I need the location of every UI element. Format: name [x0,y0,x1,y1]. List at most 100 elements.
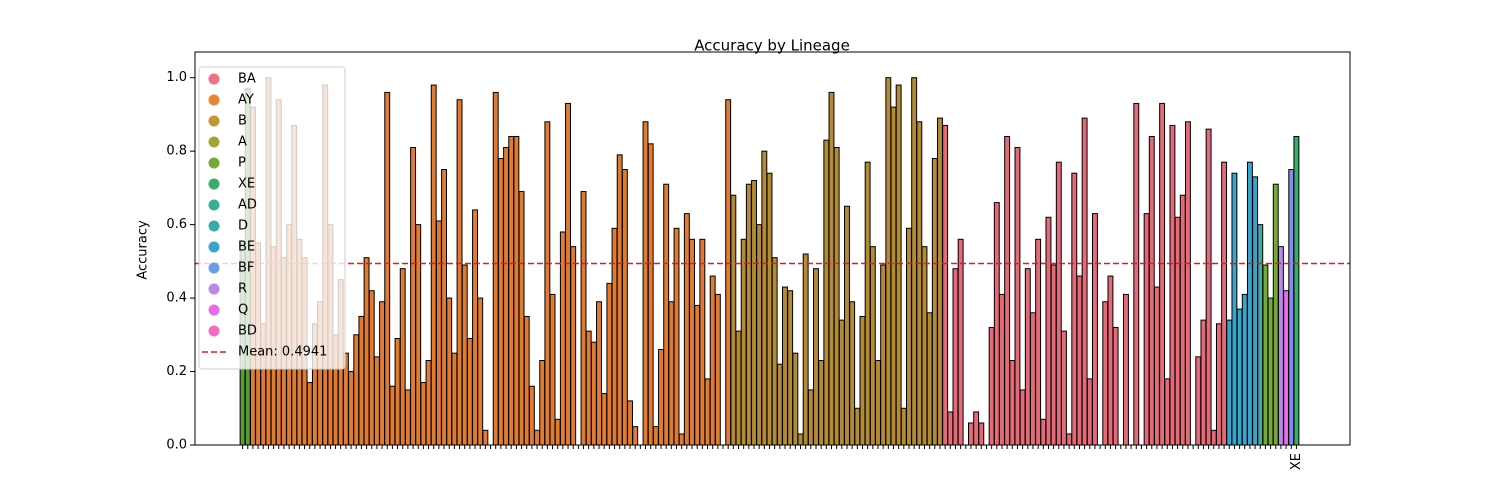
bar [472,209,479,446]
bar [1195,356,1202,446]
x-tick-label: XE [1289,453,1304,470]
y-tick-label: 0.8 [166,144,187,159]
bar [523,315,530,446]
bar [1283,290,1290,446]
bar [921,246,928,446]
bar [513,135,520,446]
bar [1169,124,1176,446]
bar [585,330,592,446]
bar [952,268,959,446]
bar [580,191,587,446]
legend-marker [208,136,220,148]
bar [518,191,525,446]
legend-label: A [238,135,247,150]
legend-label: BA [238,72,256,87]
y-axis-label: Accuracy [136,220,151,280]
bar [890,106,897,446]
legend-marker [208,73,220,85]
bar [492,91,499,446]
bar [503,146,509,446]
bar [534,429,540,446]
bar [1004,135,1011,446]
bar [410,146,417,446]
bar [787,290,794,446]
bar [565,102,571,446]
legend-label: BD [238,324,257,339]
legend-marker [208,304,220,316]
bar [864,161,871,446]
bar [973,411,980,446]
bar [1210,429,1217,446]
bar [735,330,742,446]
bar [937,117,943,446]
legend-label: R [238,282,247,297]
bar [756,224,763,446]
bar [497,158,504,446]
bar [1179,194,1186,446]
bar [745,183,752,446]
legend-marker [208,115,220,127]
bar [399,268,406,446]
bar [632,426,639,446]
y-tick-label: 1.0 [166,70,187,85]
bar [1267,297,1274,446]
bar [642,121,649,446]
bar [616,154,623,446]
legend-marker [208,283,220,295]
bar [404,389,411,446]
bar [379,301,386,446]
bar [683,213,690,446]
bar [926,312,933,446]
bar [652,426,659,446]
bar [554,418,561,446]
bar [1174,216,1181,446]
bar [663,183,670,446]
bar [441,169,448,446]
bar [1226,319,1233,446]
bar [751,180,757,446]
bar [1086,378,1093,446]
bar [425,360,432,446]
legend-marker [208,157,220,169]
bar [596,301,602,446]
bar [539,360,546,446]
bar [823,139,830,446]
bar [508,135,515,446]
bar [1159,102,1166,446]
bar [776,363,783,446]
bar [942,124,949,446]
bar [869,246,876,446]
bar [725,99,732,446]
bar [818,360,825,446]
bar [931,158,938,446]
legend-label: Q [238,303,248,318]
bar [446,297,453,446]
bar [1184,121,1191,446]
bar [627,400,633,446]
bar [906,227,912,446]
bar [606,282,613,446]
chart-title: Accuracy by Lineage [694,37,850,55]
legend-marker [208,262,220,274]
bar [1205,128,1212,446]
bar [1133,102,1140,446]
bar [601,393,608,446]
bar [678,433,685,446]
bar [1055,161,1062,446]
bar [1252,176,1259,446]
bar [384,91,391,446]
bar [570,246,577,446]
bar [689,238,695,446]
bar [802,253,809,446]
bar [1081,117,1088,446]
bar [699,238,706,446]
bar [1066,433,1073,446]
bar [1164,378,1171,446]
bar [1236,308,1243,446]
bar [1091,213,1098,446]
bar [389,385,396,446]
bar [947,411,954,446]
bar [647,143,654,446]
bar [1153,286,1160,446]
